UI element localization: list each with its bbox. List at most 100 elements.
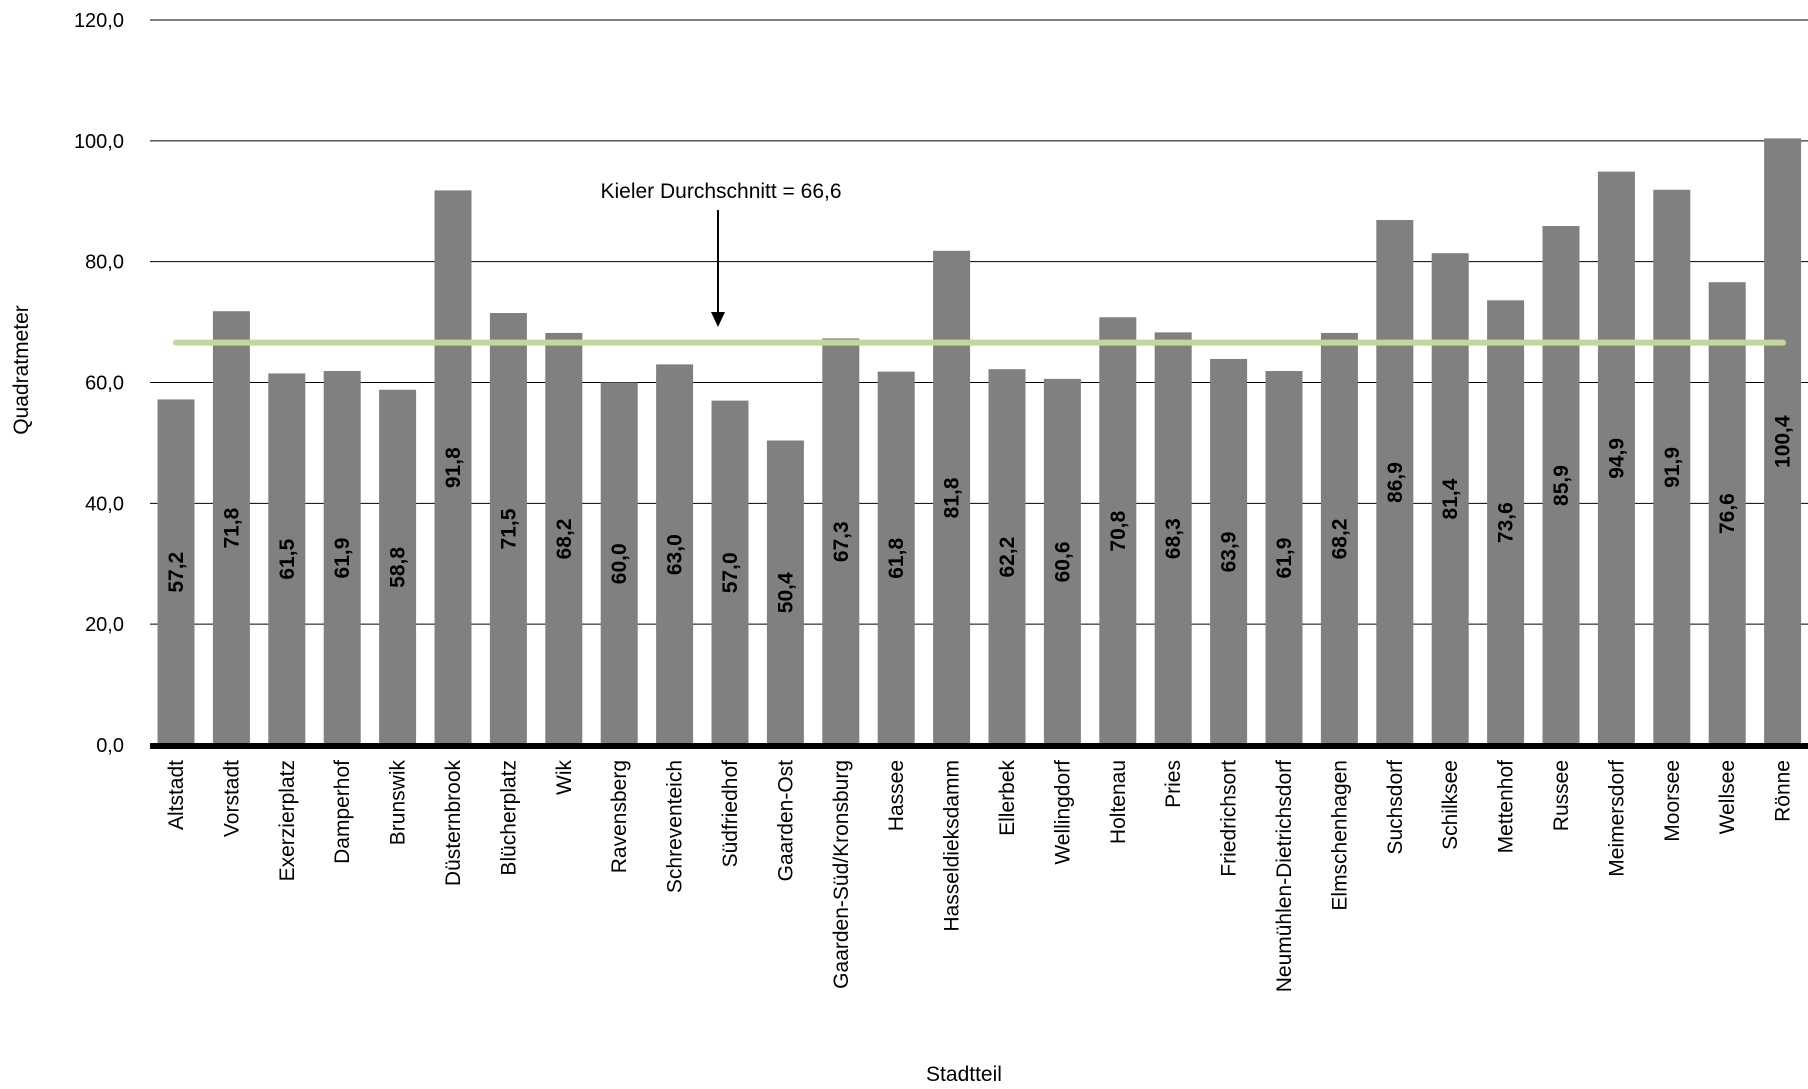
bar [323, 371, 361, 745]
bar [1764, 138, 1802, 745]
bar [489, 313, 527, 745]
data-label: 85,9 [1550, 465, 1573, 506]
x-tick-label: Suchsdorf [1384, 760, 1407, 855]
x-axis-title: Stadtteil [926, 1063, 1002, 1086]
data-label: 57,2 [165, 552, 188, 593]
bar [212, 311, 250, 745]
bar [1320, 332, 1358, 745]
data-label: 81,8 [941, 477, 964, 518]
y-tick-label: 40,0 [85, 493, 124, 515]
x-tick-label: Vorstadt [220, 760, 243, 837]
data-label: 91,9 [1661, 447, 1684, 488]
gridlines [150, 19, 1808, 625]
x-tick-label: Neumühlen-Dietrichsdorf [1273, 760, 1296, 992]
x-tick-label: Rönne [1772, 760, 1795, 822]
data-label: 86,9 [1384, 462, 1407, 503]
x-tick-label: Düsternbrook [442, 760, 465, 887]
x-tick-label: Holtenau [1107, 760, 1130, 844]
bar [1099, 317, 1137, 745]
x-tick-label: Friedrichsort [1218, 760, 1241, 877]
bar [1487, 300, 1525, 745]
x-tick-label: Meimersdorf [1605, 760, 1628, 877]
data-label: 63,0 [664, 534, 687, 575]
x-tick-label: Gaarden-Ost [774, 760, 797, 882]
y-tick-label: 80,0 [85, 252, 124, 274]
x-tick-label: Schilksee [1439, 760, 1462, 850]
data-label: 62,2 [996, 537, 1019, 578]
bar [268, 373, 306, 745]
y-axis-title: Quadratmeter [10, 305, 33, 435]
bar [1708, 282, 1746, 745]
bar [1043, 378, 1081, 745]
data-label: 67,3 [830, 521, 853, 562]
data-label: 57,0 [719, 552, 742, 593]
bar [822, 338, 860, 745]
x-tick-label: Altstadt [165, 760, 188, 830]
bar [1265, 371, 1303, 745]
annotation-arrow-head [711, 312, 725, 327]
y-axis-ticks: 0,0 20,0 40,0 60,0 80,0 100,0 120,0 [74, 10, 124, 757]
data-label: 71,5 [497, 508, 520, 549]
data-label: 63,9 [1218, 532, 1241, 573]
x-tick-label: Moorsee [1661, 760, 1684, 842]
bar [766, 440, 804, 745]
x-tick-label: Wik [553, 760, 576, 795]
x-tick-label: Exerzierplatz [276, 760, 299, 881]
data-label: 73,6 [1495, 502, 1518, 543]
x-tick-label: Russee [1550, 760, 1573, 831]
x-tick-label: Südfriedhof [719, 760, 742, 868]
bar [1431, 253, 1469, 746]
data-label: 71,8 [220, 507, 243, 548]
x-tick-label: Brunswik [387, 760, 410, 846]
x-tick-label: Ravensberg [608, 760, 631, 873]
data-label: 60,6 [1051, 542, 1074, 583]
bar [988, 369, 1026, 745]
data-label: 91,8 [442, 447, 465, 488]
bar [157, 399, 195, 745]
x-tick-label: Elmschenhagen [1328, 760, 1351, 911]
x-tick-label: Pries [1162, 760, 1185, 808]
y-tick-label: 100,0 [74, 131, 124, 153]
bar [877, 371, 915, 745]
bar [1376, 219, 1414, 745]
x-tick-label: Schreventeich [664, 760, 687, 893]
x-tick-label: Mettenhof [1495, 760, 1518, 854]
data-label: 68,3 [1162, 518, 1185, 559]
x-tick-label: Ellerbek [996, 760, 1019, 836]
bar [711, 400, 749, 745]
bar [600, 382, 638, 745]
bar [379, 389, 417, 745]
bar [545, 332, 583, 745]
y-tick-label: 60,0 [85, 373, 124, 395]
average-annotation: Kieler Durchschnitt = 66,6 [600, 180, 841, 203]
x-tick-label: Damperhof [331, 760, 354, 864]
data-label: 61,9 [1273, 538, 1296, 579]
bar [1542, 226, 1580, 746]
y-tick-label: 120,0 [74, 10, 124, 32]
bars: 57,2 71,8 61,5 61,9 58,8 91,8 71,5 68,2 60,0 63,0… [157, 138, 1802, 746]
data-label: 60,0 [608, 543, 631, 584]
bar [1210, 358, 1248, 745]
x-axis-ticks: Altstadt Vorstadt Exerzierplatz Damperhof Br… [165, 760, 1795, 993]
data-label: 61,5 [276, 538, 299, 579]
bar [1653, 189, 1691, 746]
bar [656, 364, 694, 745]
bar [1597, 171, 1635, 746]
data-label: 70,8 [1107, 510, 1130, 551]
y-tick-label: 0,0 [96, 735, 124, 757]
data-label: 68,2 [1328, 519, 1351, 560]
data-label: 61,9 [331, 538, 354, 579]
x-tick-label: Wellingdorf [1051, 760, 1074, 865]
data-label: 58,8 [387, 547, 410, 588]
bar [434, 190, 472, 745]
bar [1154, 332, 1192, 745]
bar [933, 250, 971, 745]
x-tick-label: Wellsee [1716, 760, 1739, 834]
x-tick-label: Blücherplatz [497, 760, 520, 876]
data-label: 61,8 [885, 538, 908, 579]
y-tick-label: 20,0 [85, 614, 124, 636]
reference-line-group: Kieler Durchschnitt = 66,6 [173, 180, 1786, 346]
data-label: 50,4 [774, 572, 797, 613]
data-label: 76,6 [1716, 493, 1739, 534]
